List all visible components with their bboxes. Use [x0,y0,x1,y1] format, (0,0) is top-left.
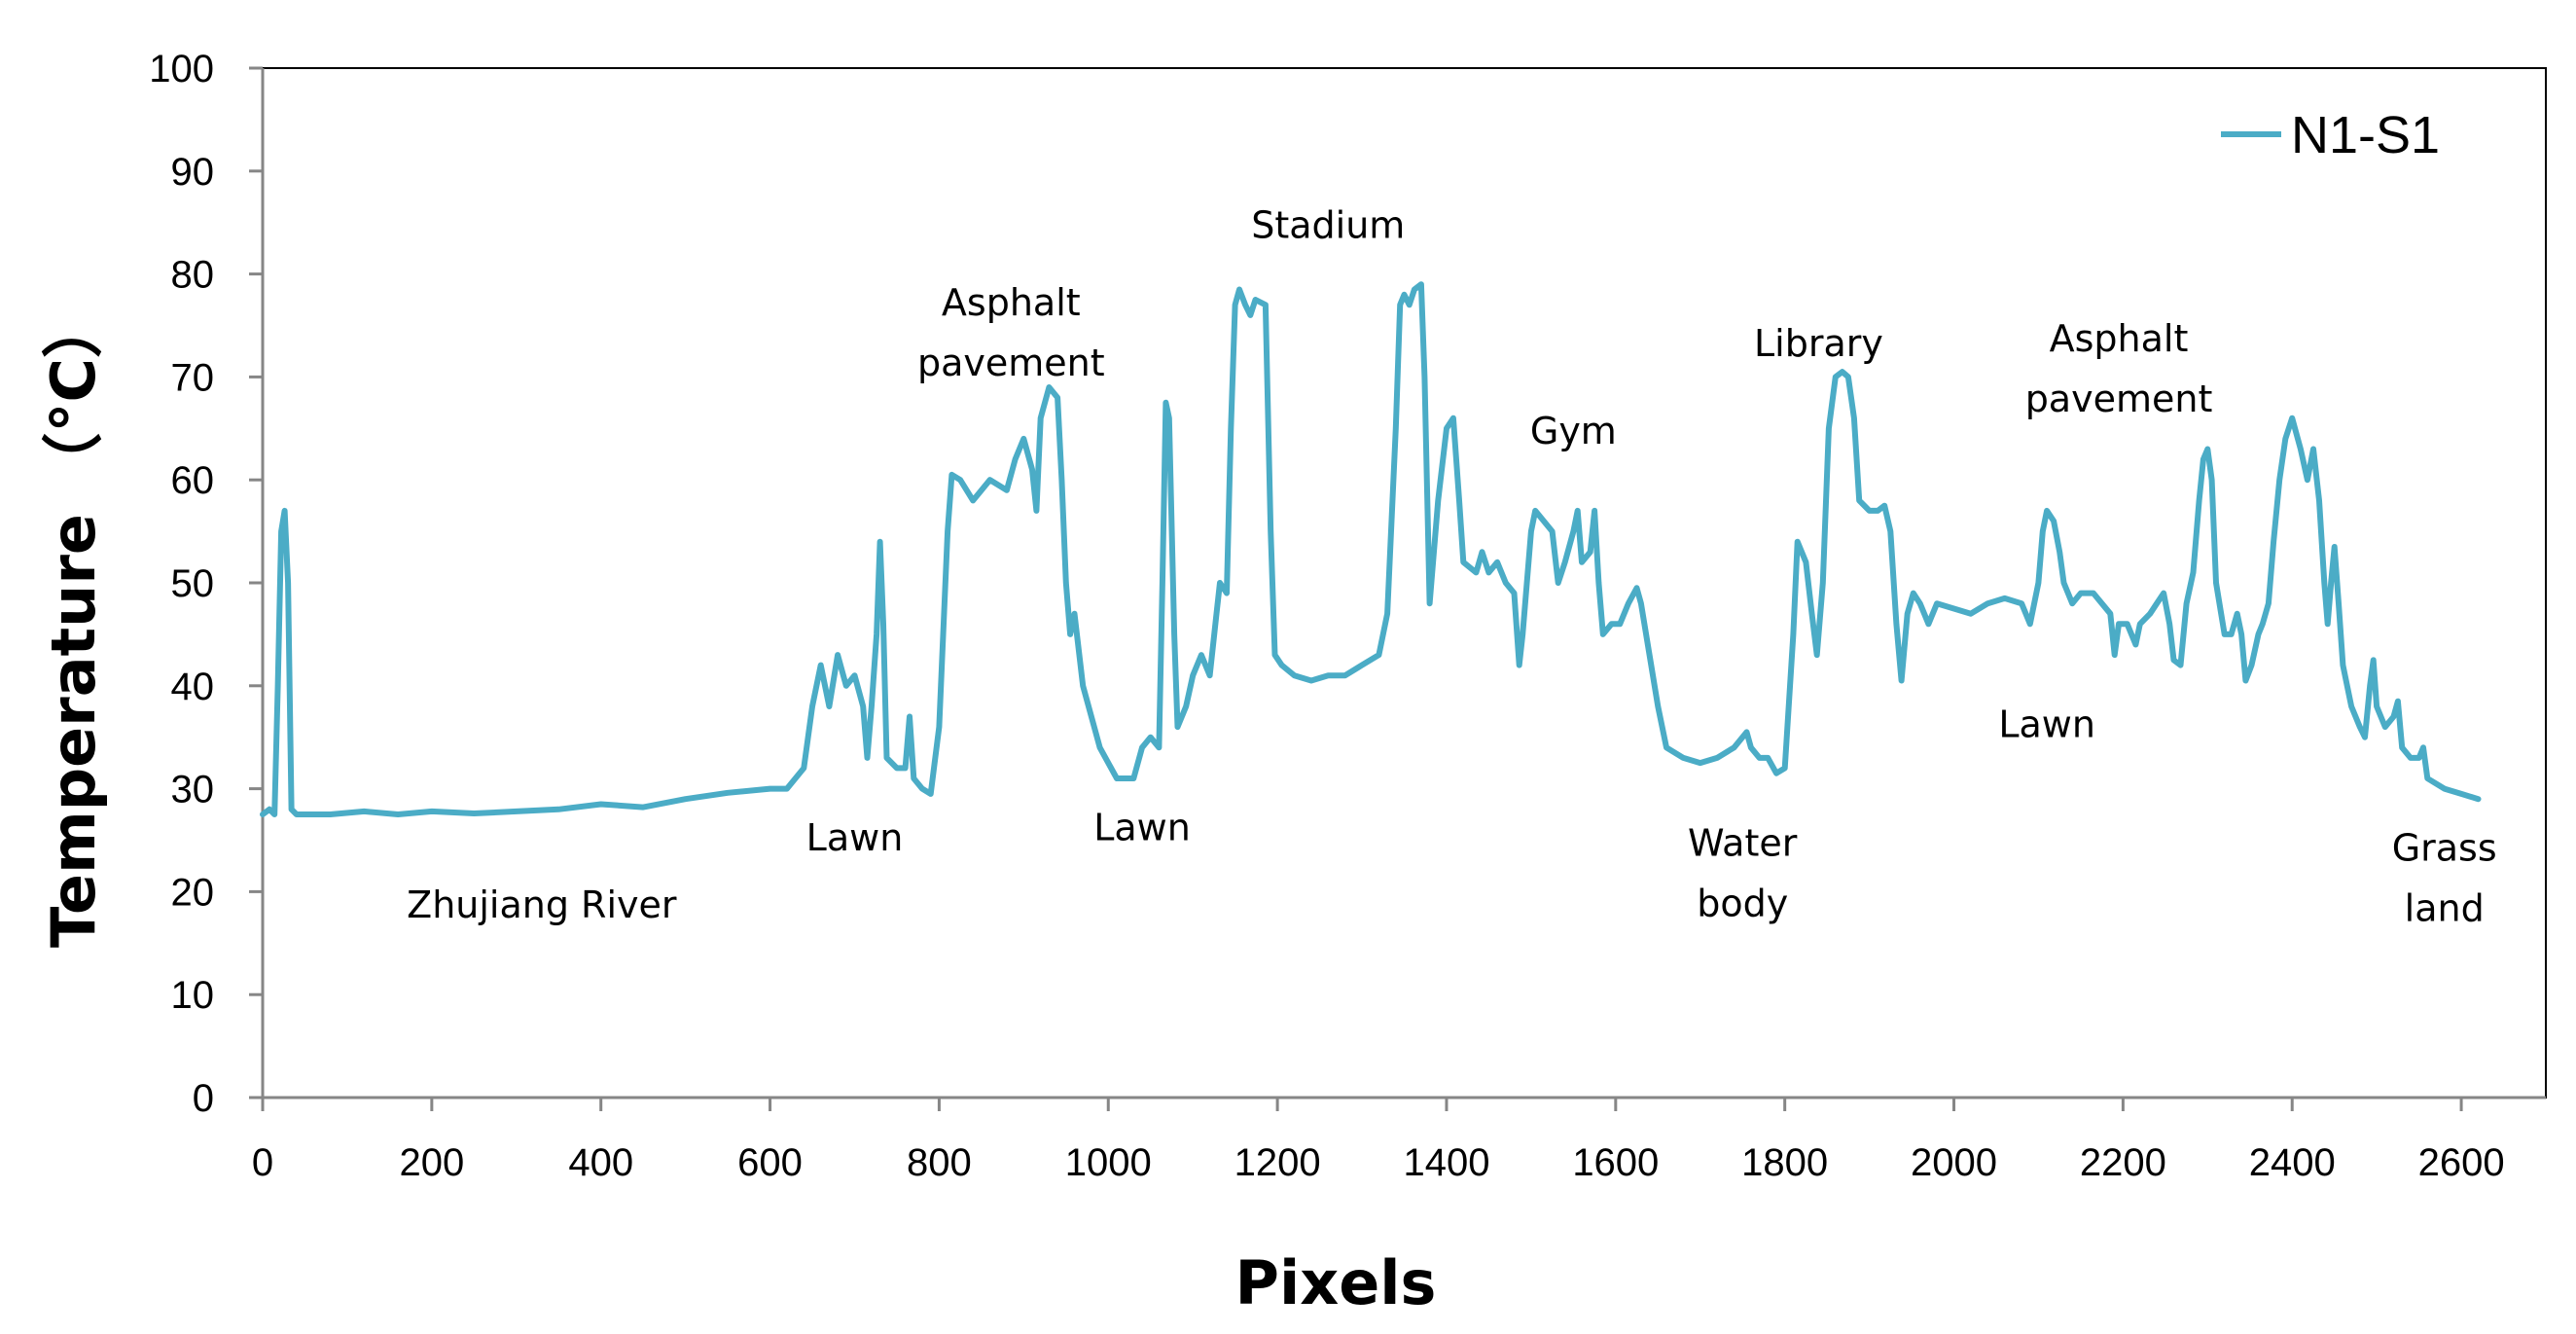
annotation-line: Library [1754,322,1883,365]
y-axis-title: Temperature （°C） [38,298,109,948]
y-tick-label: 0 [193,1077,214,1120]
annotation-line: Asphalt [2050,317,2189,360]
y-tick-label: 80 [171,254,215,297]
x-tick-label: 1200 [1234,1141,1321,1184]
annotation: Grass land [2392,827,2497,930]
annotation-line: Lawn [1093,807,1191,849]
annotation: Library [1754,322,1883,365]
annotation-line: Gym [1530,410,1617,452]
x-tick-label: 1400 [1403,1141,1489,1184]
y-tick-label: 90 [171,151,215,194]
annotation-line: Lawn [806,816,904,859]
y-axis: 0 10 20 30 40 50 60 70 80 90 100 [149,48,263,1120]
series-line-N1-S1 [260,281,2482,817]
x-tick-label: 1800 [1741,1141,1828,1184]
annotation: Gym [1530,410,1617,452]
annotation-line: body [1697,882,1788,924]
x-tick-label: 200 [399,1141,464,1184]
annotation: Asphalt pavement [2025,317,2213,420]
y-tick-label: 60 [171,459,215,502]
annotation: Lawn [1093,807,1191,849]
legend-label: N1-S1 [2291,106,2440,164]
x-tick-label: 0 [252,1141,273,1184]
x-tick-label: 2400 [2249,1141,2336,1184]
y-tick-label: 70 [171,356,215,399]
series-group [260,281,2482,817]
annotation: Stadium [1251,204,1405,247]
y-tick-label: 40 [171,666,215,708]
annotation-line: Asphalt [942,281,1081,324]
y-tick-label: 30 [171,769,215,811]
annotations: Zhujiang River Lawn Asphalt pavement Lawn Sta… [407,204,2496,930]
annotation-line: pavement [2025,378,2213,420]
y-tick-label: 10 [171,974,215,1017]
annotation-line: Grass [2392,827,2497,870]
y-tick-label: 20 [171,871,215,914]
annotation-line: land [2405,887,2485,930]
y-tick-label: 100 [149,48,214,90]
annotation-line: pavement [917,342,1105,384]
annotation-line: Zhujiang River [407,883,677,926]
x-tick-label: 600 [737,1141,803,1184]
y-tick-label: 50 [171,562,215,605]
x-tick-label: 2600 [2418,1141,2505,1184]
annotation-line: Stadium [1251,204,1405,247]
annotation: Water body [1688,821,1798,924]
annotation-line: Lawn [1998,703,2095,746]
x-tick-label: 2000 [1911,1141,1997,1184]
x-tick-label: 1000 [1065,1141,1152,1184]
legend: N1-S1 [2221,106,2440,164]
annotation: Lawn [806,816,904,859]
annotation: Asphalt pavement [917,281,1105,384]
x-tick-label: 2200 [2080,1141,2166,1184]
x-axis-title: Pixels [1235,1247,1437,1318]
x-tick-label: 800 [907,1141,972,1184]
annotation-line: Water [1688,821,1798,864]
x-tick-label: 1600 [1572,1141,1659,1184]
annotation: Lawn [1998,703,2095,746]
x-axis: 0 200 400 600 800 1000 1200 1400 1600 1800 2000 220… [252,1098,2505,1184]
annotation: Zhujiang River [407,883,677,926]
x-tick-label: 400 [568,1141,633,1184]
